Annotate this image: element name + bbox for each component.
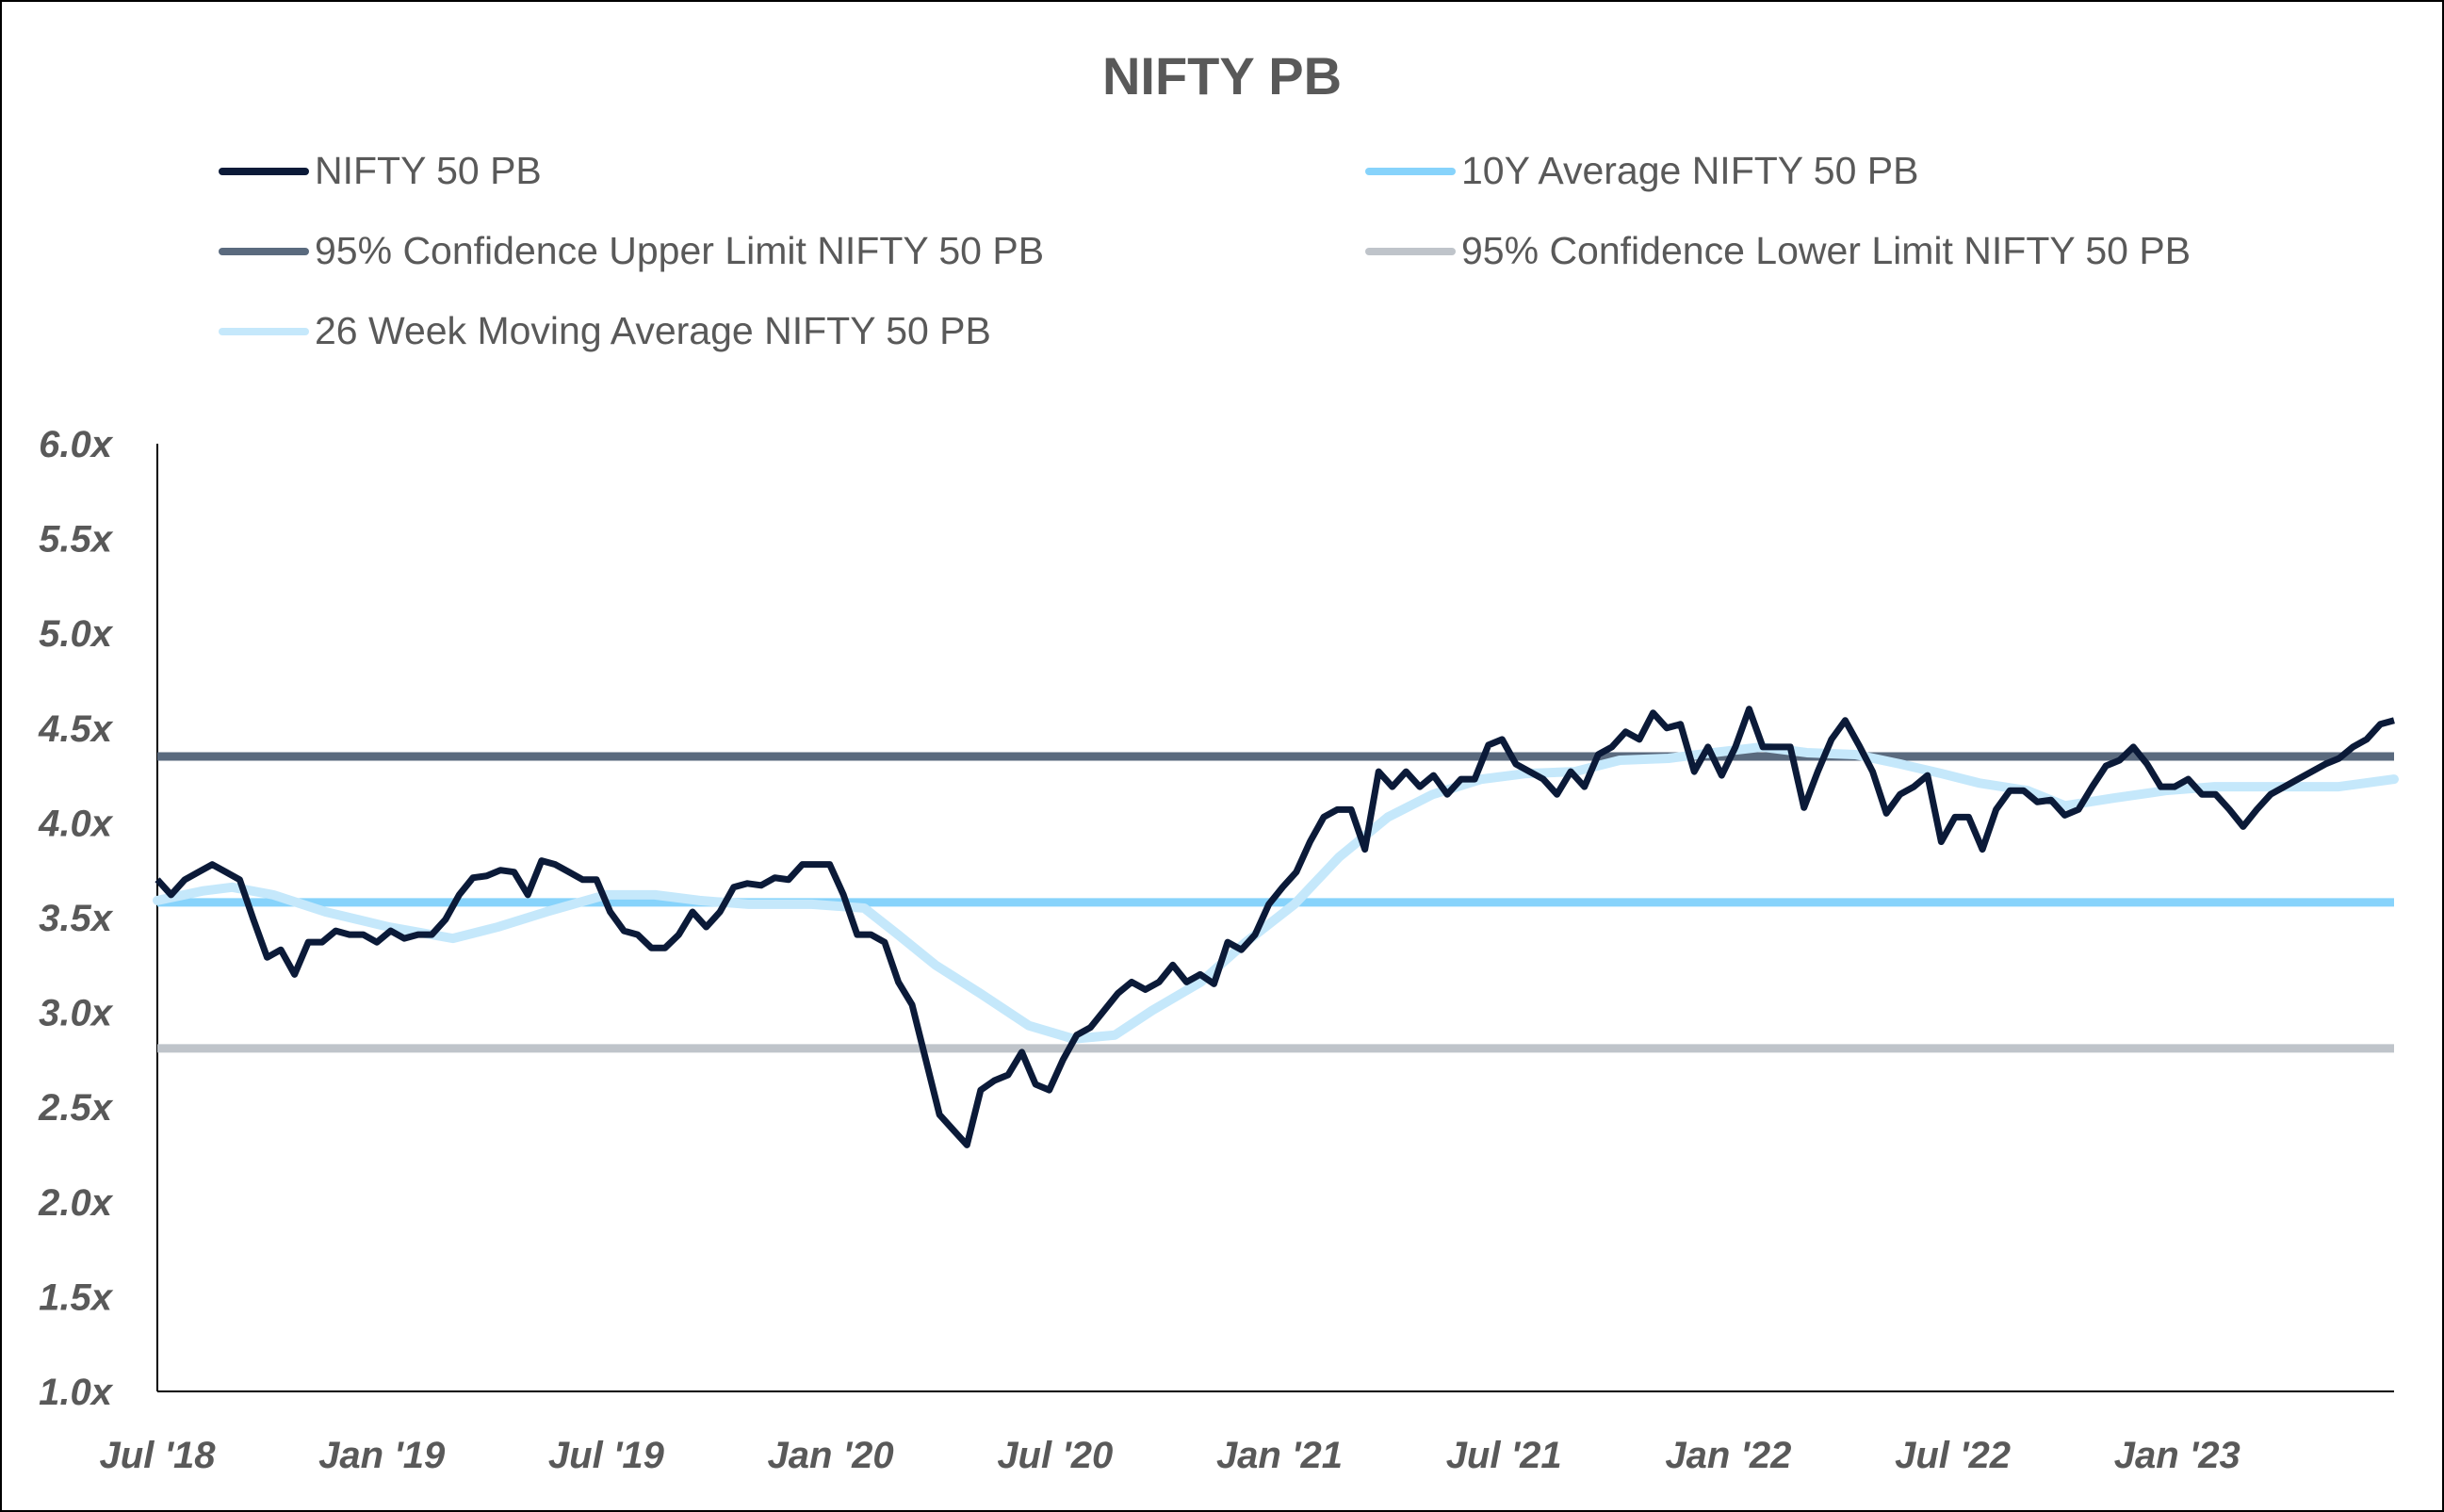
x-tick-label: Jan '20 <box>768 1435 894 1476</box>
legend-label: 95% Confidence Lower Limit NIFTY 50 PB <box>1461 229 2191 272</box>
y-tick-label: 2.0x <box>38 1182 114 1224</box>
nifty-pb-line <box>155 706 2395 1148</box>
legend-swatch <box>219 167 309 175</box>
legend-label: 26 Week Moving Average NIFTY 50 PB <box>315 309 991 352</box>
x-tick-label: Jan '23 <box>2114 1435 2240 1476</box>
legend-swatch <box>219 247 309 255</box>
x-tick-label: Jul '19 <box>548 1435 665 1476</box>
legend-label: NIFTY 50 PB <box>315 149 542 192</box>
x-tick-label: Jan '22 <box>1665 1435 1791 1476</box>
y-tick-label: 5.5x <box>39 519 114 561</box>
legend-item-nifty-pb: NIFTY 50 PB <box>219 149 542 193</box>
y-tick-label: 3.5x <box>39 898 114 939</box>
y-tick-label: 4.5x <box>38 708 114 750</box>
x-tick-label: Jul '21 <box>1446 1435 1562 1476</box>
y-tick-label: 3.0x <box>39 993 114 1034</box>
y-tick-label: 5.0x <box>39 613 114 655</box>
legend-item-moving-average: 26 Week Moving Average NIFTY 50 PB <box>219 309 991 353</box>
y-tick-label: 6.0x <box>39 424 114 465</box>
x-tick-label: Jul '20 <box>997 1435 1113 1476</box>
chart-title: NIFTY PB <box>1101 46 1343 106</box>
x-tick-label: Jul '22 <box>1895 1435 2011 1476</box>
moving-average-line <box>153 741 2399 1044</box>
y-tick-label: 1.5x <box>39 1276 114 1318</box>
x-tick-label: Jul '18 <box>100 1435 217 1476</box>
x-tick-label: Jan '19 <box>318 1435 446 1476</box>
y-tick-label: 4.0x <box>38 803 114 844</box>
legend-label: 10Y Average NIFTY 50 PB <box>1461 149 1919 192</box>
legend-swatch <box>1365 167 1456 175</box>
legend-item-lower-limit: 95% Confidence Lower Limit NIFTY 50 PB <box>1365 229 2191 273</box>
legend-swatch <box>1365 247 1456 255</box>
legend-label: 95% Confidence Upper Limit NIFTY 50 PB <box>315 229 1045 272</box>
y-tick-label: 2.5x <box>38 1087 114 1129</box>
y-tick-label: 1.0x <box>39 1372 114 1413</box>
legend-item-upper-limit: 95% Confidence Upper Limit NIFTY 50 PB <box>219 229 1044 273</box>
legend-swatch <box>219 327 309 335</box>
legend-item-10y-average: 10Y Average NIFTY 50 PB <box>1365 149 1918 193</box>
x-tick-label: Jan '21 <box>1216 1435 1343 1476</box>
